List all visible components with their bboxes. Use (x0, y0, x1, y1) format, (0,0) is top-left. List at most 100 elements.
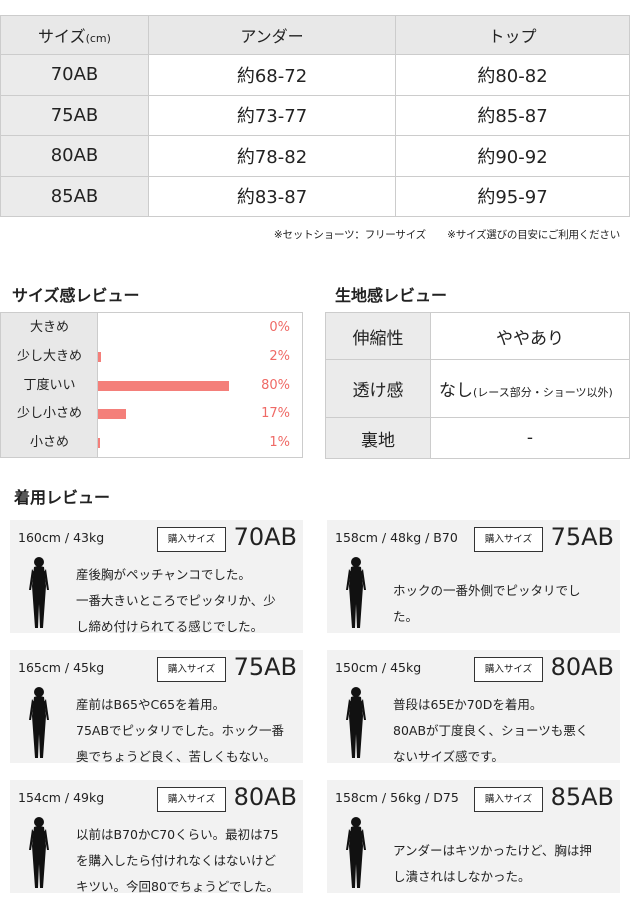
review-line: キツい。今回80でちょうどでした。 (76, 879, 280, 894)
purchase-size-badge: 購入サイズ (474, 657, 543, 682)
purchase-size: 80AB (550, 653, 614, 681)
fabric-label: 伸縮性 (325, 312, 431, 360)
top-cell: 約95-97 (395, 175, 630, 217)
woman-silhouette-icon (346, 687, 366, 758)
reviewer-measurements: 165cm / 45kg (18, 660, 105, 675)
fit-row: 少し大きめ 2% (1, 342, 302, 371)
review-line: 80ABが丁度良く、ショーツも悪く (393, 723, 589, 738)
table-row: 75AB 約73-77 約85-87 (0, 94, 630, 136)
review-card: 165cm / 45kg 購入サイズ 75AB 産前はB65やC65を着用。 75… (10, 650, 303, 764)
size-cell: 80AB (0, 135, 149, 177)
fit-bar (98, 351, 102, 362)
review-line: し締め付けられてる感じでした。 (76, 619, 264, 634)
purchase-size-badge: 購入サイズ (474, 527, 543, 552)
fabric-value: - (430, 417, 630, 459)
review-line: 産後胸がペッチャンコでした。 (76, 567, 251, 582)
review-line: 奥でちょうど良く、苦しくもない。 (76, 749, 277, 764)
fit-bar (98, 438, 100, 449)
woman-silhouette-icon (29, 687, 49, 758)
fit-percent: 1% (269, 435, 290, 451)
review-text: 産前はB65やC65を着用。 75ABでピッタリでした。ホック一番 奥でちょうど良く… (76, 692, 298, 770)
review-line: 一番大きいところでピッタリか、少 (76, 593, 276, 608)
fit-review-chart: 大きめ 0% 少し大きめ 2% 丁度いい 80% 少し小さめ 17% 小さめ 1% (0, 312, 303, 458)
reviewer-measurements: 154cm / 49kg (18, 790, 105, 805)
reviewer-measurements: 160cm / 43kg (18, 530, 105, 545)
review-line: 普段は65Eか70Dを着用。 (393, 697, 543, 712)
review-card: 150cm / 45kg 購入サイズ 80AB 普段は65Eか70Dを着用。 80… (327, 650, 620, 764)
fit-row: 大きめ 0% (1, 313, 302, 342)
fit-percent: 17% (261, 406, 290, 422)
fit-label: 少し小さめ (16, 406, 82, 422)
reviewer-measurements: 158cm / 48kg / B70 (335, 530, 458, 545)
table-row: 透け感 なし(レース部分・ショーツ以外) (325, 359, 630, 418)
review-line: アンダーはキツかったけど、胸は押 (393, 843, 592, 858)
review-line: を購入したら付けれなくはないけど (76, 853, 277, 868)
review-text: 以前はB70かC70くらい。最初は75 を購入したら付けれなくはないけど キツい。今… (76, 822, 298, 900)
purchase-size: 70AB (233, 523, 297, 551)
review-line: 以前はB70かC70くらい。最初は75 (76, 827, 279, 842)
under-cell: 約78-82 (148, 135, 396, 177)
top-cell: 約85-87 (395, 94, 630, 136)
top-cell: 約80-82 (395, 54, 630, 96)
fabric-note: (レース部分・ショーツ以外) (473, 386, 613, 399)
table-row: 裏地 - (325, 417, 630, 459)
review-line: ないサイズ感です。 (393, 749, 504, 764)
table-row: 伸縮性 ややあり (325, 312, 630, 360)
wear-review-title: 着用レビュー (14, 488, 111, 507)
purchase-size-badge: 購入サイズ (157, 527, 226, 552)
under-cell: 約83-87 (148, 175, 396, 217)
fit-percent: 80% (261, 377, 290, 393)
fit-label: 大きめ (29, 320, 69, 335)
review-text: 産後胸がペッチャンコでした。一番大きいところでピッタリか、少 し締め付けられてる感… (76, 562, 298, 640)
purchase-size: 85AB (550, 783, 614, 811)
purchase-size: 80AB (233, 783, 297, 811)
woman-silhouette-icon (346, 557, 366, 628)
top-cell: 約90-92 (395, 135, 630, 177)
fabric-value: ややあり (430, 312, 630, 360)
fit-percent: 2% (269, 348, 290, 364)
review-text: アンダーはキツかったけど、胸は押 し潰されはしなかった。 (393, 838, 615, 890)
fabric-review-title: 生地感レビュー (335, 286, 448, 305)
reviewer-measurements: 150cm / 45kg (335, 660, 422, 675)
table-row: 70AB 約68-72 約80-82 (0, 54, 630, 96)
review-card: 158cm / 48kg / B70 購入サイズ 75AB ホックの一番外側でピ… (327, 520, 620, 633)
review-line: し潰されはしなかった。 (393, 869, 531, 884)
fit-label-column (1, 313, 98, 457)
purchase-size-badge: 購入サイズ (157, 787, 226, 812)
fit-row: 小さめ 1% (1, 428, 302, 457)
fit-review-title: サイズ感レビュー (12, 286, 140, 305)
reviewer-measurements: 158cm / 56kg / D75 (335, 790, 459, 805)
size-cell: 70AB (0, 54, 149, 96)
woman-silhouette-icon (29, 557, 49, 628)
woman-silhouette-icon (346, 817, 366, 888)
header-size: サイズ(cm) (0, 15, 149, 55)
purchase-size-badge: 購入サイズ (474, 787, 543, 812)
header-size-label: サイズ (38, 27, 86, 46)
purchase-size-badge: 購入サイズ (157, 657, 226, 682)
header-unit: (cm) (85, 32, 111, 45)
review-card: 158cm / 56kg / D75 購入サイズ 85AB アンダーはキツかった… (327, 780, 620, 893)
woman-silhouette-icon (29, 817, 49, 888)
under-cell: 約68-72 (148, 54, 396, 96)
fit-row: 丁度いい 80% (1, 371, 302, 400)
fit-bar (98, 409, 126, 420)
size-cell: 85AB (0, 175, 149, 217)
table-row: 85AB 約83-87 約95-97 (0, 175, 630, 217)
fit-bar (98, 380, 230, 391)
fit-row: 少し小さめ 17% (1, 399, 302, 428)
fabric-label: 裏地 (325, 417, 431, 459)
size-table: サイズ(cm) アンダー トップ 70AB 約68-72 約80-82 75AB 約7… (0, 15, 630, 217)
table-row: 80AB 約78-82 約90-92 (0, 135, 630, 177)
review-line: 75ABでピッタリでした。ホック一番 (76, 723, 285, 738)
fabric-value: なし (439, 381, 473, 401)
purchase-size: 75AB (233, 653, 297, 681)
review-line: 産前はB65やC65を着用。 (76, 697, 226, 712)
fit-label: 少し大きめ (16, 348, 82, 364)
header-top: トップ (395, 15, 630, 55)
purchase-size: 75AB (550, 523, 614, 551)
fit-label: 丁度いい (23, 377, 76, 393)
size-note: ※セットショーツ：フリーサイズ ※サイズ選びの目安にご利用ください (273, 229, 620, 241)
header-under: アンダー (148, 15, 396, 55)
review-line: た。 (393, 609, 419, 624)
fit-percent: 0% (269, 320, 290, 335)
